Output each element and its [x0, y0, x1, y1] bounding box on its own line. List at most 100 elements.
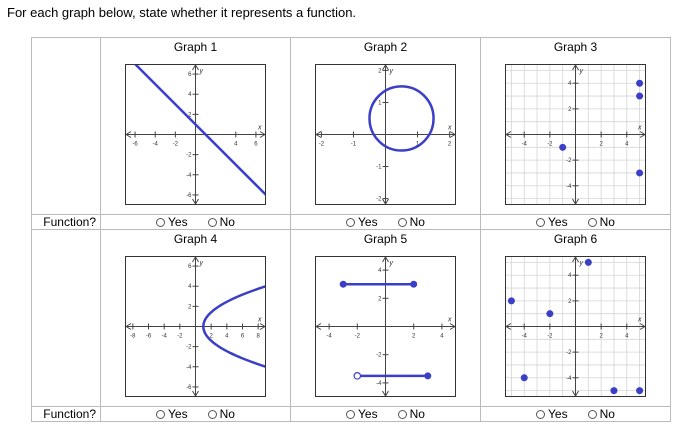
y-tick-label: -2: [186, 153, 192, 159]
y-tick-label: 2: [188, 304, 192, 310]
plot-group: [202, 284, 266, 369]
graph-plot-1: -6 -4 -2 4 6 6 4 2 -2 -4 -6 x y: [125, 64, 266, 205]
x-tick-label: 2: [599, 334, 603, 340]
x-tick-label: -6: [132, 142, 138, 148]
yes-label: Yes: [168, 215, 188, 229]
y-tick-label: 2: [378, 68, 382, 74]
y-tick-label: 2: [568, 299, 572, 305]
radio-circle-icon[interactable]: [346, 409, 356, 419]
radio-circle-icon[interactable]: [156, 409, 166, 419]
y-tick-label: -6: [186, 193, 192, 199]
function-row-2: Function? Yes No Yes No Yes No: [31, 406, 671, 422]
yes-radio-3[interactable]: Yes: [536, 215, 568, 229]
y-tick-label: 2: [378, 296, 382, 302]
y-tick-label: -4: [566, 184, 572, 190]
no-radio-1[interactable]: No: [207, 215, 235, 229]
x-axis-letter: x: [257, 317, 262, 324]
y-axis-letter: y: [389, 260, 394, 267]
graph-border: [125, 256, 266, 397]
x-tick-label: 1: [416, 142, 420, 148]
yes-radio-2[interactable]: Yes: [346, 215, 378, 229]
answer-cell-4: Yes No: [100, 406, 291, 422]
x-axis-arrow-icon: [505, 323, 646, 330]
x-tick-label: -4: [522, 334, 528, 340]
x-tick-label: -4: [153, 142, 159, 148]
no-radio-3[interactable]: No: [587, 215, 615, 229]
graph-border: [125, 64, 266, 205]
yes-radio-6[interactable]: Yes: [536, 407, 568, 421]
y-tick-label: 6: [188, 264, 192, 270]
x-tick-label: 6: [241, 334, 245, 340]
x-tick-label: -2: [547, 142, 553, 148]
y-axis-letter: y: [199, 68, 204, 75]
radio-circle-icon[interactable]: [587, 217, 597, 227]
radio-circle-icon[interactable]: [397, 409, 407, 419]
no-radio-2[interactable]: No: [397, 215, 425, 229]
y-tick-label: -2: [186, 345, 192, 351]
data-point: [636, 79, 644, 87]
y-tick-label: -2: [566, 158, 572, 164]
plot-group: [339, 280, 432, 380]
y-tick-label: 4: [568, 273, 572, 279]
radio-circle-icon[interactable]: [207, 217, 217, 227]
no-label: No: [409, 407, 425, 421]
data-point: [546, 310, 554, 318]
x-tick-label: -8: [130, 334, 136, 340]
x-tick-label: -4: [161, 334, 167, 340]
graph-row-1: Graph 1 -6 -4 -2 4 6 6 4 2 -2 -4 -6 x y Graph 2 -2 -1…: [31, 37, 671, 215]
open-point: [353, 372, 362, 380]
y-tick-label: 6: [188, 72, 192, 78]
graph-cell-3: Graph 3 -4 -2 2 4 4 2 -2 -4 x y: [480, 37, 671, 215]
yes-label: Yes: [548, 215, 568, 229]
radio-circle-icon[interactable]: [156, 217, 166, 227]
graph-plot-5: -4 -2 2 4 4 2 -2 -4 x y: [315, 256, 456, 397]
x-tick-label: -2: [355, 334, 361, 340]
graph-cell-2: Graph 2 -2 -1 1 2 2 1 -1 -2 x y: [290, 37, 481, 215]
graph-border: [315, 64, 456, 205]
x-tick-label: 8: [256, 334, 260, 340]
answer-cell-2: Yes No: [290, 214, 481, 230]
y-tick-label: -4: [566, 376, 572, 382]
yes-label: Yes: [168, 407, 188, 421]
data-point: [339, 280, 347, 288]
x-tick-label: -6: [146, 334, 152, 340]
y-tick-label: 2: [188, 112, 192, 118]
yes-radio-4[interactable]: Yes: [156, 407, 188, 421]
radio-circle-icon[interactable]: [397, 217, 407, 227]
x-axis-arrow-icon: [125, 323, 266, 330]
x-tick-label: -1: [351, 142, 357, 148]
data-point: [636, 92, 644, 100]
yes-radio-1[interactable]: Yes: [156, 215, 188, 229]
yes-label: Yes: [548, 407, 568, 421]
y-tick-label: -2: [566, 350, 572, 356]
no-label: No: [599, 215, 615, 229]
no-label: No: [219, 407, 235, 421]
data-point: [610, 387, 618, 395]
yes-radio-5[interactable]: Yes: [346, 407, 378, 421]
y-axis-arrow-icon: [192, 64, 199, 205]
graph-title: Graph 1: [173, 40, 218, 54]
radio-circle-icon[interactable]: [207, 409, 217, 419]
radio-circle-icon[interactable]: [346, 217, 356, 227]
y-axis-arrow-icon: [382, 64, 389, 205]
x-axis-arrow-icon: [505, 131, 646, 138]
x-axis-letter: x: [447, 317, 452, 324]
radio-circle-icon[interactable]: [587, 409, 597, 419]
no-radio-5[interactable]: No: [397, 407, 425, 421]
graph-border: [505, 64, 646, 205]
function-row-1: Function? Yes No Yes No Yes No: [31, 214, 671, 230]
radio-circle-icon[interactable]: [536, 409, 546, 419]
y-tick-label: -4: [186, 365, 192, 371]
no-radio-4[interactable]: No: [207, 407, 235, 421]
plot-group: [559, 79, 644, 177]
x-tick-label: 2: [412, 334, 416, 340]
x-axis-arrow-icon: [315, 131, 456, 138]
graph-title: Graph 4: [173, 232, 218, 246]
data-point: [636, 387, 644, 395]
y-axis-arrow-icon: [382, 256, 389, 397]
no-radio-6[interactable]: No: [587, 407, 615, 421]
radio-circle-icon[interactable]: [536, 217, 546, 227]
yes-label: Yes: [358, 215, 378, 229]
yes-label: Yes: [358, 407, 378, 421]
function-label: Function?: [31, 214, 101, 230]
